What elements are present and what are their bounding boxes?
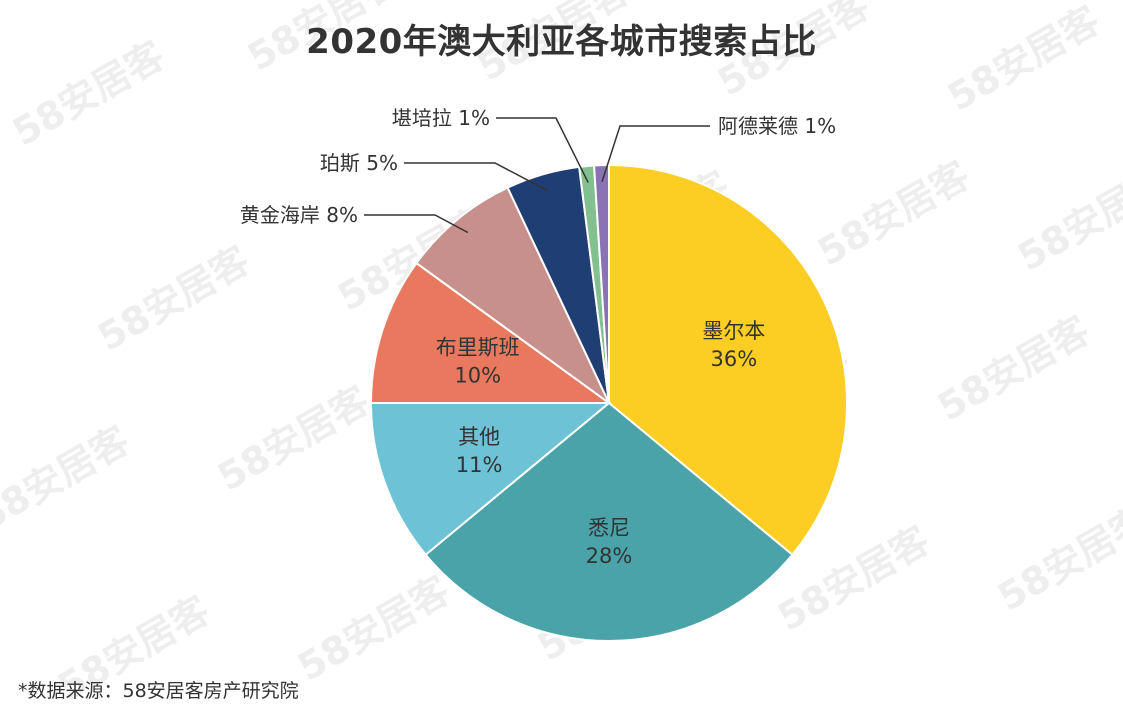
watermark-text: 58安居客 [90,238,257,360]
leader-line-7 [601,125,710,183]
watermark-text: 58安居客 [1010,158,1123,280]
pie-slice-3 [369,261,613,404]
slice-label-1: 悉尼 [588,516,630,540]
pie-slice-1 [424,401,794,642]
slice-value-label-0: 36% [711,347,758,371]
slice-label-3: 布里斯班 [436,335,520,359]
slice-value-label-3: 10% [454,363,501,387]
pie-slices [369,163,848,642]
watermark-text: 58安居客 [290,568,457,690]
pie-slice-4 [415,186,610,404]
slice-label-2: 其他 [458,425,500,449]
pie-slice-7 [592,163,610,404]
leader-lines [364,117,710,234]
slice-label-6: 堪培拉 1% [392,106,490,130]
pie-slice-2 [369,402,612,557]
pie-slice-0 [608,163,848,557]
slice-value-label-2: 11% [456,453,503,477]
leader-line-6 [496,117,589,183]
slice-label-7: 阿德莱德 1% [718,114,836,138]
leader-line-4 [364,214,469,234]
slice-label-4: 黄金海岸 8% [240,203,358,227]
chart-title: 2020年澳大利亚各城市搜索占比 [306,22,817,62]
watermark-text: 58安居客 [990,498,1123,620]
slice-labels: 墨尔本 36% 悉尼 28% 其他 11% 布里斯班 10% 黄金海岸 8% 珀斯 5% 堪培拉 1… [240,106,836,568]
watermark-text: 58安居客 [210,378,377,500]
leader-line-5 [404,162,548,192]
slice-value-label-1: 28% [586,544,633,568]
watermark-text: 58安居客 [0,418,137,540]
source-note: *数据来源：58安居客房产研究院 [18,680,299,702]
slice-label-5: 珀斯 5% [320,151,398,175]
watermark-text: 58安居客 [930,308,1097,430]
slice-label-0: 墨尔本 [702,319,765,343]
watermark-text: 58安居客 [810,153,977,275]
